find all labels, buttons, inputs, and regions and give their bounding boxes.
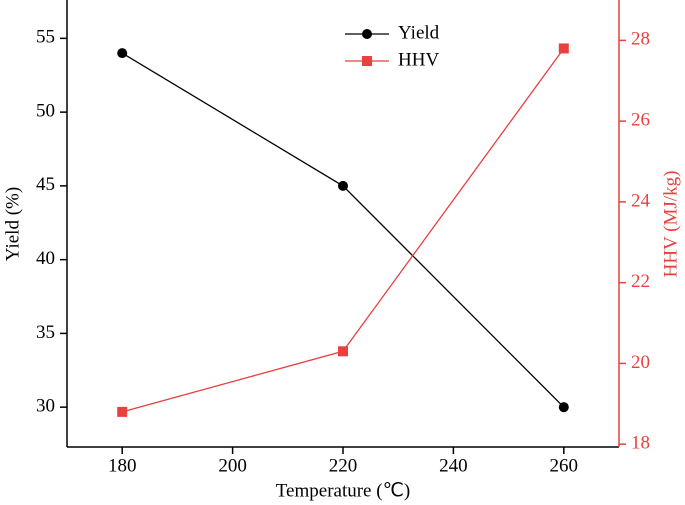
marker xyxy=(558,402,569,413)
marker xyxy=(117,48,128,59)
y-axis-label: Yield (%) xyxy=(2,187,23,261)
legend-marker xyxy=(362,56,372,66)
y-tick-label: 55 xyxy=(36,27,55,48)
legend-label: Yield xyxy=(398,22,440,43)
x-tick-label: 220 xyxy=(329,455,358,476)
y2-tick-label: 28 xyxy=(631,29,650,50)
y2-tick-label: 24 xyxy=(631,190,651,211)
marker xyxy=(338,346,348,357)
y-tick-label: 50 xyxy=(36,100,55,121)
x-tick-label: 260 xyxy=(550,455,579,476)
y2-tick-label: 26 xyxy=(631,109,650,130)
y2-tick-label: 18 xyxy=(631,433,650,454)
series-line xyxy=(122,48,565,413)
marker xyxy=(558,43,569,54)
y2-axis-label: HHV (MJ/kg) xyxy=(660,171,681,278)
y-tick-label: 40 xyxy=(36,248,55,269)
x-axis-label: Temperature (℃) xyxy=(276,480,410,501)
x-tick-label: 180 xyxy=(108,455,137,476)
y2-tick-label: 20 xyxy=(631,352,650,373)
marker xyxy=(338,180,348,191)
x-tick-label: 200 xyxy=(218,455,247,476)
legend-marker xyxy=(362,29,372,39)
y-tick-label: 45 xyxy=(36,174,55,195)
y-tick-label: 35 xyxy=(36,322,55,343)
y-tick-label: 30 xyxy=(36,396,55,417)
y2-tick-label: 22 xyxy=(631,271,650,292)
legend-label: HHV xyxy=(398,49,439,70)
marker xyxy=(117,406,128,417)
x-tick-label: 240 xyxy=(439,455,468,476)
